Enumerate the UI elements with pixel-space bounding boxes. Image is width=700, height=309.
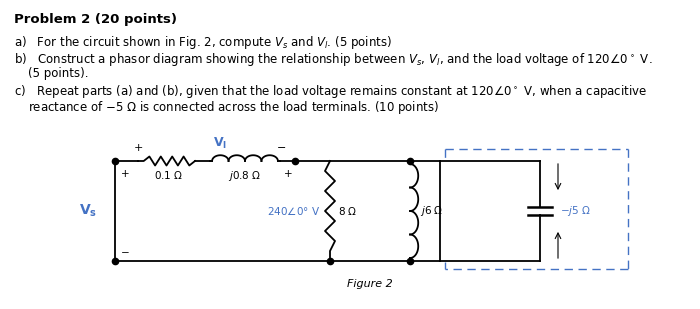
Text: 0.1 $\Omega$: 0.1 $\Omega$: [154, 169, 183, 181]
Text: +: +: [121, 169, 130, 179]
Text: −: −: [121, 248, 130, 258]
Text: a)   For the circuit shown in Fig. 2, compute $V_s$ and $V_l$. (5 points): a) For the circuit shown in Fig. 2, comp…: [14, 34, 392, 51]
Text: (5 points).: (5 points).: [28, 67, 88, 80]
Text: $-j5\ \Omega$: $-j5\ \Omega$: [560, 204, 591, 218]
Text: Figure 2: Figure 2: [347, 279, 393, 289]
Text: $j$0.8 $\Omega$: $j$0.8 $\Omega$: [228, 169, 262, 183]
Text: $\mathbf{V_l}$: $\mathbf{V_l}$: [213, 136, 227, 151]
Text: c)   Repeat parts (a) and (b), given that the load voltage remains constant at 1: c) Repeat parts (a) and (b), given that …: [14, 83, 647, 100]
Text: −: −: [277, 143, 287, 153]
Text: Problem 2 (20 points): Problem 2 (20 points): [14, 13, 177, 26]
Text: 240$\angle$0° V: 240$\angle$0° V: [267, 205, 320, 217]
Text: b)   Construct a phasor diagram showing the relationship between $V_s$, $V_l$, a: b) Construct a phasor diagram showing th…: [14, 51, 652, 68]
Text: 8 $\Omega$: 8 $\Omega$: [338, 205, 357, 217]
Text: $\mathbf{V_s}$: $\mathbf{V_s}$: [79, 203, 97, 219]
Text: +: +: [133, 143, 143, 153]
Text: +: +: [284, 169, 293, 179]
Text: $j$6 $\Omega$: $j$6 $\Omega$: [420, 204, 443, 218]
Text: reactance of $-$5 $\Omega$ is connected across the load terminals. (10 points): reactance of $-$5 $\Omega$ is connected …: [28, 99, 439, 116]
